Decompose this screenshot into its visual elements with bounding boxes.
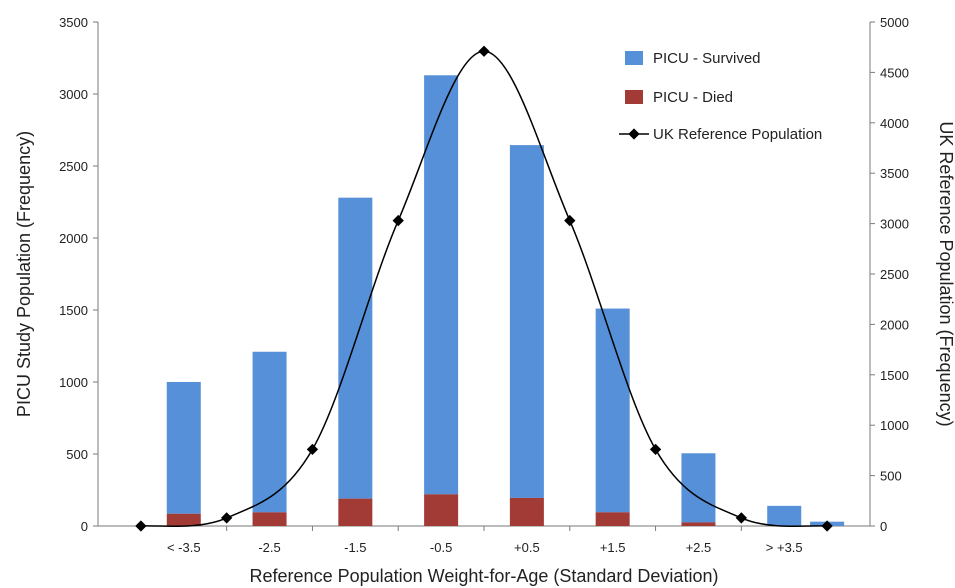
- reference-point: [736, 512, 747, 523]
- x-tick-label: -1.5: [344, 540, 366, 555]
- bar-survived: [767, 506, 801, 526]
- reference-line: [141, 51, 827, 526]
- reference-point: [221, 512, 232, 523]
- y-right-tick-label: 5000: [880, 15, 909, 30]
- bar-survived: [338, 198, 372, 499]
- legend-marker-reference: [628, 128, 639, 139]
- bar-survived: [510, 145, 544, 498]
- x-tick-label: +2.5: [686, 540, 712, 555]
- bar-died: [253, 512, 287, 526]
- y-left-tick-label: 1500: [59, 303, 88, 318]
- y-left-tick-label: 0: [81, 519, 88, 534]
- x-axis-title: Reference Population Weight-for-Age (Sta…: [250, 566, 719, 586]
- y-right-tick-label: 1500: [880, 368, 909, 383]
- y-axis-title-left: PICU Study Population (Frequency): [14, 131, 34, 417]
- reference-point: [135, 520, 146, 531]
- reference-point: [478, 46, 489, 57]
- y-left-tick-label: 2500: [59, 159, 88, 174]
- x-tick-label: > +3.5: [766, 540, 803, 555]
- x-tick-label: +0.5: [514, 540, 540, 555]
- y-right-tick-label: 1000: [880, 418, 909, 433]
- y-right-tick-label: 0: [880, 519, 887, 534]
- legend-label-reference: UK Reference Population: [653, 126, 822, 143]
- y-axis-title-right: UK Reference Population (Frequency): [936, 121, 955, 426]
- legend-swatch-survived: [625, 51, 643, 65]
- x-tick-label: < -3.5: [167, 540, 201, 555]
- y-left-tick-label: 1000: [59, 375, 88, 390]
- legend-swatch-died: [625, 90, 643, 104]
- bar-survived: [424, 75, 458, 494]
- reference-point: [307, 444, 318, 455]
- bar-survived: [167, 382, 201, 514]
- bar-died: [510, 498, 544, 526]
- bar-died: [681, 522, 715, 526]
- x-tick-label: -0.5: [430, 540, 452, 555]
- bar-died: [424, 494, 458, 526]
- y-right-tick-label: 3000: [880, 217, 909, 232]
- y-left-tick-label: 3000: [59, 87, 88, 102]
- legend-label-died: PICU - Died: [653, 89, 733, 106]
- y-left-tick-label: 2000: [59, 231, 88, 246]
- y-left-tick-label: 500: [66, 447, 88, 462]
- y-right-tick-label: 3500: [880, 166, 909, 181]
- y-right-tick-label: 4000: [880, 116, 909, 131]
- y-right-tick-label: 500: [880, 469, 902, 484]
- y-right-tick-label: 4500: [880, 65, 909, 80]
- y-right-tick-label: 2500: [880, 267, 909, 282]
- x-tick-label: +1.5: [600, 540, 626, 555]
- bar-died: [596, 512, 630, 526]
- reference-point: [650, 444, 661, 455]
- bar-died: [338, 499, 372, 526]
- y-left-tick-label: 3500: [59, 15, 88, 30]
- reference-point: [393, 215, 404, 226]
- y-right-tick-label: 2000: [880, 317, 909, 332]
- bar-died: [167, 514, 201, 526]
- x-tick-label: -2.5: [258, 540, 280, 555]
- legend-label-survived: PICU - Survived: [653, 50, 761, 67]
- reference-point: [564, 215, 575, 226]
